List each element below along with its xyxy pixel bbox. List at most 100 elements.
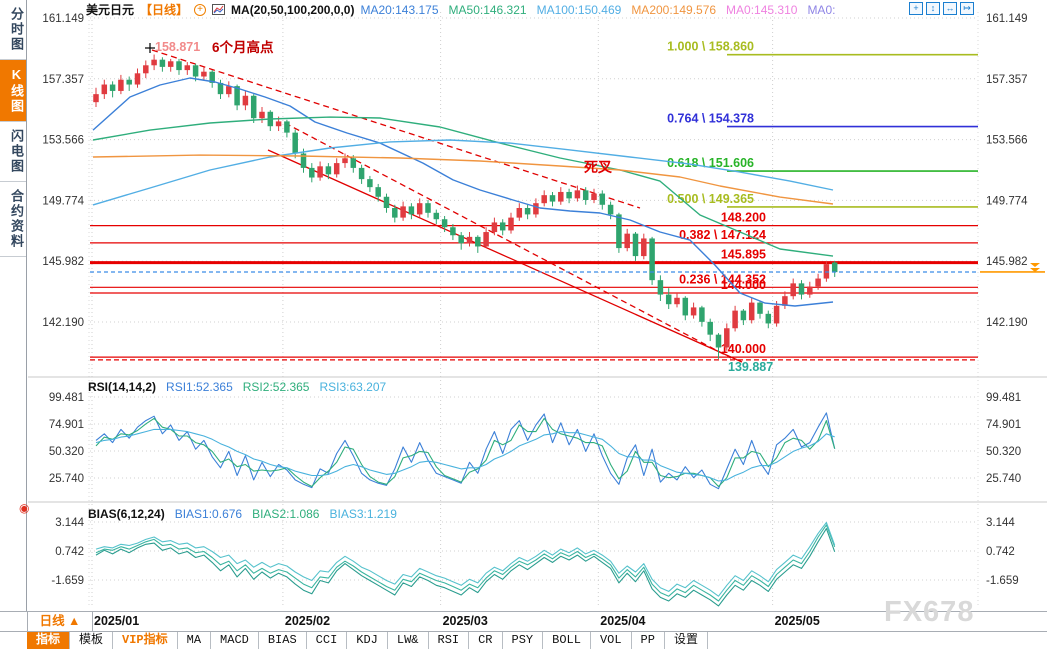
svg-text:0.764 \ 154.378: 0.764 \ 154.378 — [667, 112, 754, 126]
svg-text:99.481: 99.481 — [986, 392, 1021, 404]
rsi-readout-2: RSI3:63.207 — [319, 380, 387, 394]
tab-KDJ[interactable]: KDJ — [347, 632, 388, 649]
svg-text:99.481: 99.481 — [49, 392, 84, 404]
ma-formula: MA(20,50,100,200,0,0) — [231, 2, 355, 17]
svg-text:50.320: 50.320 — [49, 446, 84, 458]
tab-MA[interactable]: MA — [178, 632, 212, 649]
tab-模板[interactable]: 模板 — [70, 632, 114, 649]
tab-LW&[interactable]: LW& — [388, 632, 429, 649]
month-label-2025/05: 2025/05 — [774, 614, 820, 628]
svg-text:157.357: 157.357 — [42, 74, 84, 86]
indicator-target-icon[interactable]: ◉ — [19, 501, 30, 515]
tab-VOL[interactable]: VOL — [591, 632, 632, 649]
svg-text:0.500 \ 149.365: 0.500 \ 149.365 — [667, 192, 754, 206]
bias-readout-0: BIAS1:0.676 — [174, 507, 243, 521]
ma-readout-3: MA200:149.576 — [631, 2, 717, 17]
tab-RSI[interactable]: RSI — [429, 632, 470, 649]
month-label-2025/01: 2025/01 — [94, 614, 140, 628]
svg-text:149.774: 149.774 — [42, 195, 84, 207]
svg-text:157.357: 157.357 — [986, 74, 1028, 86]
tab-CR[interactable]: CR — [469, 632, 503, 649]
bias-panel-header: BIAS(6,12,24) BIAS1:0.676 BIAS2:1.086 BIAS… — [88, 507, 397, 521]
svg-text:0.742: 0.742 — [986, 546, 1015, 558]
svg-text:6个月高点: 6个月高点 — [212, 39, 274, 55]
svg-text:3.144: 3.144 — [986, 517, 1015, 529]
svg-text:161.149: 161.149 — [986, 13, 1028, 25]
ma-readout-1: MA50:146.321 — [448, 2, 527, 17]
pop-out-icon[interactable]: ↦ — [960, 2, 974, 15]
svg-text:158.871: 158.871 — [155, 40, 200, 54]
tab-PP[interactable]: PP — [632, 632, 665, 649]
svg-text:142.190: 142.190 — [42, 317, 84, 329]
month-label-2025/02: 2025/02 — [284, 614, 331, 628]
svg-text:153.566: 153.566 — [42, 135, 84, 147]
svg-text:-1.659: -1.659 — [986, 575, 1019, 587]
tab-设置[interactable]: 设置 — [665, 632, 708, 649]
rsi-title: RSI(14,14,2) — [88, 380, 157, 394]
rsi-readout-0: RSI1:52.365 — [166, 380, 233, 394]
tab-BOLL[interactable]: BOLL — [543, 632, 591, 649]
symbol-name: 美元日元 — [86, 3, 135, 17]
svg-text:1.000 \ 158.860: 1.000 \ 158.860 — [667, 40, 754, 54]
svg-text:0.618 \ 151.606: 0.618 \ 151.606 — [667, 156, 754, 170]
svg-text:139.887: 139.887 — [728, 360, 773, 374]
svg-text:0.236 \ 144.352: 0.236 \ 144.352 — [679, 272, 766, 286]
pan-icon[interactable]: + — [909, 2, 923, 15]
tab-MACD[interactable]: MACD — [211, 632, 259, 649]
vertical-scale-icon[interactable]: ↕ — [926, 2, 940, 15]
bias-title: BIAS(6,12,24) — [88, 507, 165, 521]
svg-text:142.190: 142.190 — [986, 317, 1028, 329]
window-icons: + ↕ ↔ ↦ — [909, 2, 974, 15]
indicator-tab-bar: 指标 模板 VIP指标 MA MACD BIAS CCI KDJ LW& RSI CR PSY BOLL… — [0, 631, 1047, 649]
tab-CCI[interactable]: CCI — [307, 632, 348, 649]
sidebar-item-分时图[interactable]: 分时图 — [0, 0, 26, 60]
period-selector[interactable]: 日线 ▲ — [27, 612, 93, 632]
svg-text:145.982: 145.982 — [986, 256, 1028, 268]
sidebar-item-K线图[interactable]: K线图 — [0, 60, 26, 122]
svg-text:3.144: 3.144 — [55, 517, 84, 529]
svg-text:0.742: 0.742 — [55, 546, 84, 558]
svg-text:25.740: 25.740 — [986, 473, 1021, 485]
tab-VIP指标[interactable]: VIP指标 — [113, 632, 178, 649]
ma-readout-5: MA0: — [807, 2, 836, 17]
svg-text:161.149: 161.149 — [42, 13, 84, 25]
bias-readout-2: BIAS3:1.219 — [329, 507, 397, 521]
svg-text:145.982: 145.982 — [42, 256, 84, 268]
bias-readout-1: BIAS2:1.086 — [252, 507, 320, 521]
candles — [93, 54, 838, 359]
rsi-readout-1: RSI2:52.365 — [242, 380, 310, 394]
svg-text:74.901: 74.901 — [986, 419, 1021, 431]
tab-PSY[interactable]: PSY — [503, 632, 544, 649]
chart-header: 美元日元 【日线】 + MA(20,50,100,200,0,0) MA20:14… — [86, 1, 835, 18]
sidebar-item-闪电图[interactable]: 闪电图 — [0, 122, 26, 182]
svg-text:死叉: 死叉 — [583, 159, 613, 175]
bias-readouts: BIAS1:0.676 BIAS2:1.086 BIAS3:1.219 — [175, 507, 397, 521]
svg-text:25.740: 25.740 — [49, 473, 84, 485]
mini-chart-icon[interactable] — [212, 4, 226, 15]
rsi-readouts: RSI1:52.365 RSI2:52.365 RSI3:63.207 — [166, 380, 386, 394]
svg-text:140.000: 140.000 — [721, 342, 766, 356]
horizontal-scale-icon[interactable]: ↔ — [943, 2, 957, 15]
svg-text:0.382 \ 147.124: 0.382 \ 147.124 — [679, 228, 766, 242]
ma-readout-2: MA100:150.469 — [536, 2, 622, 17]
month-label-2025/04: 2025/04 — [600, 614, 646, 628]
svg-text:145.895: 145.895 — [721, 248, 766, 262]
sidebar-item-合约资料[interactable]: 合约资料 — [0, 182, 26, 257]
ma-readout-4: MA0:145.310 — [726, 2, 798, 17]
ma-readouts: MA20:143.175 MA50:146.321 MA100:150.469 MA2… — [360, 3, 835, 17]
rsi-panel-header: RSI(14,14,2) RSI1:52.365 RSI2:52.365 RSI3:… — [88, 380, 386, 394]
svg-text:149.774: 149.774 — [986, 195, 1028, 207]
tab-指标[interactable]: 指标 — [27, 632, 71, 649]
ma-readout-0: MA20:143.175 — [360, 2, 439, 17]
period-tag: 【日线】 — [140, 3, 189, 17]
tab-BIAS[interactable]: BIAS — [259, 632, 307, 649]
month-label-2025/03: 2025/03 — [442, 614, 488, 628]
add-indicator-icon[interactable]: + — [194, 3, 207, 16]
svg-text:74.901: 74.901 — [49, 419, 84, 431]
chart-type-sidebar: 分时图 K线图 闪电图 合约资料 — [0, 0, 27, 611]
svg-text:153.566: 153.566 — [986, 135, 1028, 147]
svg-text:-1.659: -1.659 — [51, 575, 84, 587]
date-axis-row: 日线 ▲ 2025/01 2025/02 2025/03 2025/04 2025/05 — [0, 611, 1047, 632]
